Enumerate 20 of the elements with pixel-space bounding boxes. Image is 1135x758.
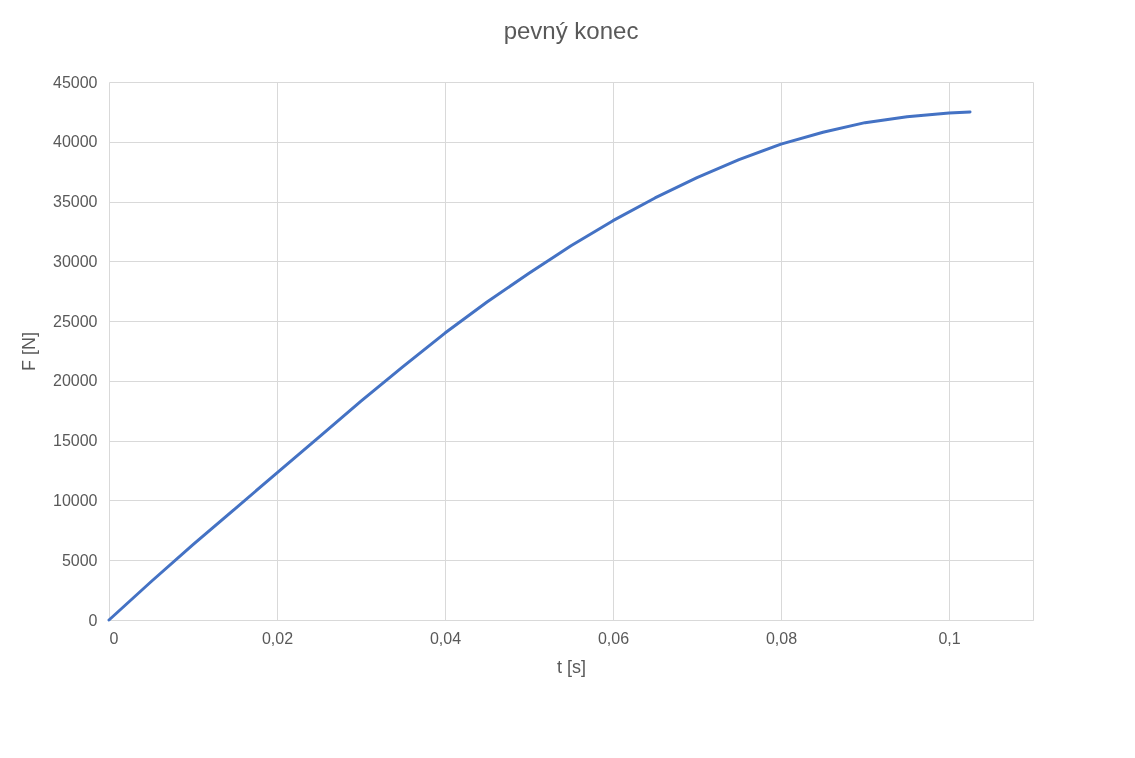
x-tick-label: 0,08	[765, 629, 798, 647]
y-tick-label: 20000	[53, 372, 98, 390]
y-tick-label: 40000	[53, 133, 98, 151]
y-axis-title: F [N]	[19, 332, 40, 371]
y-tick-label: 30000	[53, 252, 98, 270]
x-tick-label: 0,06	[597, 629, 630, 647]
y-tick-label: 15000	[53, 432, 98, 450]
x-tick-label: 0,1	[938, 629, 961, 647]
chart-title: pevný konec	[503, 17, 639, 44]
line-series	[107, 110, 972, 622]
x-tick-label: 0	[109, 629, 119, 647]
y-tick-label: 35000	[53, 193, 98, 211]
y-tick-label: 45000	[53, 73, 98, 91]
y-tick-label: 10000	[53, 491, 98, 509]
y-tick-label: 5000	[61, 551, 98, 569]
y-tick-label: 0	[88, 611, 98, 629]
x-axis-title: t [s]	[556, 656, 587, 677]
y-tick-label: 25000	[53, 312, 98, 330]
x-tick-label: 0,02	[261, 629, 294, 647]
x-tick-label: 0,04	[429, 629, 462, 647]
